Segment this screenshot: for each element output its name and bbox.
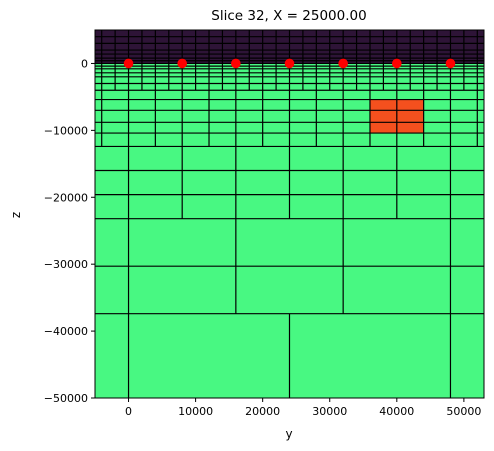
x-tick-label: 30000 — [312, 405, 347, 418]
x-tick-label: 20000 — [245, 405, 280, 418]
x-tick-label: 40000 — [379, 405, 414, 418]
x-axis-label: y — [285, 427, 292, 441]
receiver-point — [284, 58, 295, 69]
receiver-point — [445, 58, 456, 69]
receiver-points — [123, 58, 456, 69]
receiver-point — [338, 58, 348, 69]
plot-frame — [94, 29, 485, 399]
plot-area — [94, 29, 485, 399]
y-tick-label: −30000 — [44, 258, 88, 271]
receiver-point — [231, 58, 241, 69]
y-tick-label: −50000 — [44, 392, 88, 405]
y-tick-label: −40000 — [44, 325, 88, 338]
receiver-point — [123, 58, 134, 69]
axes: 0 10000 20000 30000 40000 50000 0 −10000 −20000 −… — [44, 57, 482, 418]
y-axis-label: z — [9, 212, 23, 218]
x-tick-label: 0 — [125, 405, 132, 418]
x-tick-label: 50000 — [446, 405, 481, 418]
chart-title: Slice 32, X = 25000.00 — [211, 8, 366, 24]
y-tick-label: −20000 — [44, 191, 88, 204]
receiver-point — [392, 58, 402, 69]
receiver-point — [177, 58, 187, 69]
x-tick-label: 10000 — [178, 405, 213, 418]
y-tick-label: 0 — [81, 57, 88, 70]
y-tick-label: −10000 — [44, 124, 88, 137]
